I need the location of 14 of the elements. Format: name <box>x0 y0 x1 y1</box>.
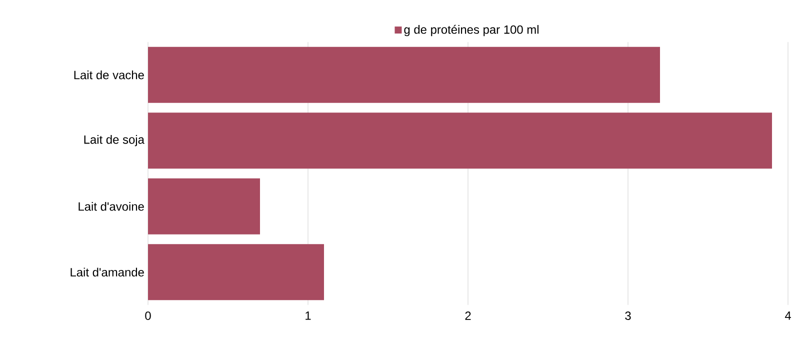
y-tick-label: Lait de soja <box>84 135 144 146</box>
x-tick-label: 4 <box>784 312 791 320</box>
bar <box>148 244 324 300</box>
bar <box>148 178 260 234</box>
x-tick-label: 3 <box>625 312 631 320</box>
bar <box>148 112 772 169</box>
x-tick-label: 0 <box>145 312 151 320</box>
y-tick-label: Lait d'amande <box>70 268 144 277</box>
bar <box>148 46 660 103</box>
legend-label: g de protéines par 100 ml <box>404 24 538 36</box>
x-tick-label: 1 <box>306 312 311 320</box>
y-tick-label: Lait de vache <box>74 70 144 80</box>
y-tick-label: Lait d'avoine <box>78 202 144 211</box>
x-tick-label: 2 <box>465 312 471 320</box>
